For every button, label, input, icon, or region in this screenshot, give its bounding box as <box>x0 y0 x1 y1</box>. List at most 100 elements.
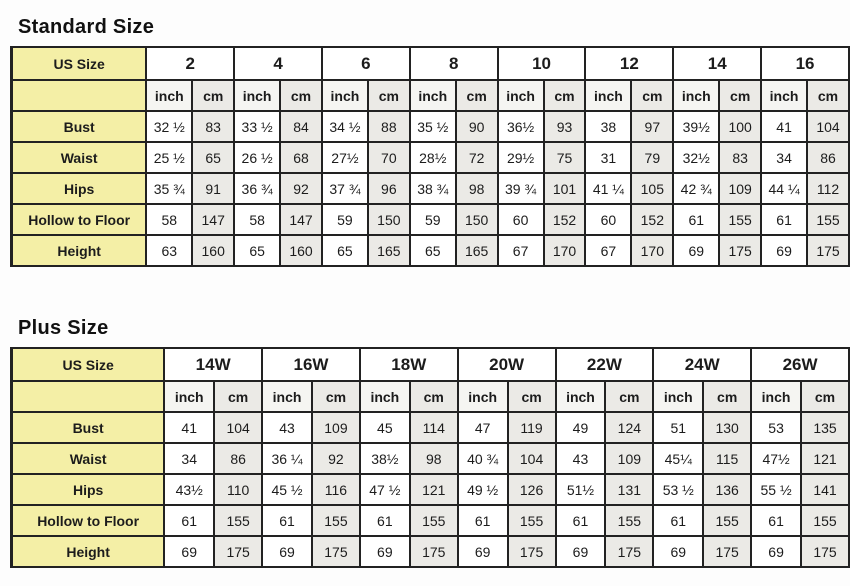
value-cell-cm: 88 <box>367 110 411 143</box>
unit-header-inch: inch <box>750 380 803 413</box>
size-column-header: 20W <box>456 347 557 382</box>
value-cell-cm: 147 <box>191 203 236 236</box>
size-chart-page: Standard Size US Size 2 4 6 8 10 12 14 16 inch cm i… <box>10 16 850 568</box>
value-cell-inch: 67 <box>496 234 545 267</box>
value-cell-cm: 104 <box>213 411 264 444</box>
value-cell-inch: 25 ½ <box>145 141 194 174</box>
value-cell-inch: 60 <box>496 203 545 236</box>
measurement-row: Hips 43½ 110 45 ½ 116 47 ½ 121 49 ½ 126 51½ 131 53 … <box>10 473 850 506</box>
measurement-row-label: Hips <box>10 473 166 506</box>
value-cell-inch: 51 <box>652 411 705 444</box>
size-column-header: 22W <box>554 347 655 382</box>
unit-header-inch: inch <box>760 79 809 112</box>
unit-header-cm: cm <box>311 380 361 413</box>
standard-size-section: Standard Size US Size 2 4 6 8 10 12 14 16 inch cm i… <box>10 16 850 267</box>
unit-header-cm: cm <box>543 79 587 112</box>
value-cell-inch: 61 <box>358 504 411 537</box>
value-cell-inch: 59 <box>320 203 369 236</box>
value-cell-inch: 45 ½ <box>261 473 313 506</box>
value-cell-inch: 47 ½ <box>358 473 411 506</box>
size-column-header: 16 <box>760 46 850 81</box>
value-cell-inch: 65 <box>408 234 457 267</box>
unit-header-cm: cm <box>718 79 763 112</box>
size-column-header: 24W <box>652 347 753 382</box>
unit-header-cm: cm <box>806 79 850 112</box>
value-cell-inch: 31 <box>584 141 633 174</box>
value-cell-inch: 37 ¾ <box>320 172 369 205</box>
value-cell-inch: 34 <box>760 141 809 174</box>
value-cell-inch: 61 <box>750 504 803 537</box>
value-cell-cm: 131 <box>604 473 655 506</box>
size-header-row: US Size 2 4 6 8 10 12 14 16 <box>10 46 850 81</box>
value-cell-inch: 45 <box>358 411 411 444</box>
value-cell-inch: 32 ½ <box>145 110 194 143</box>
value-cell-cm: 121 <box>409 473 459 506</box>
value-cell-inch: 38½ <box>358 442 411 475</box>
value-cell-inch: 28½ <box>408 141 457 174</box>
size-column-header: 18W <box>358 347 459 382</box>
value-cell-inch: 29½ <box>496 141 545 174</box>
value-cell-cm: 155 <box>311 504 361 537</box>
value-cell-inch: 67 <box>584 234 633 267</box>
value-cell-cm: 92 <box>311 442 361 475</box>
value-cell-inch: 35 ½ <box>408 110 457 143</box>
unit-header-inch: inch <box>672 79 721 112</box>
value-cell-cm: 75 <box>543 141 587 174</box>
value-cell-cm: 150 <box>455 203 499 236</box>
value-cell-cm: 112 <box>806 172 850 205</box>
unit-header-cm: cm <box>630 79 675 112</box>
value-cell-inch: 33 ½ <box>233 110 282 143</box>
value-cell-cm: 155 <box>409 504 459 537</box>
unit-header-inch: inch <box>145 79 194 112</box>
value-cell-cm: 83 <box>191 110 236 143</box>
value-cell-inch: 61 <box>456 504 509 537</box>
value-cell-inch: 38 <box>584 110 633 143</box>
unit-header-cm: cm <box>367 79 411 112</box>
value-cell-cm: 72 <box>455 141 499 174</box>
value-cell-cm: 119 <box>507 411 557 444</box>
value-cell-cm: 155 <box>806 203 850 236</box>
value-cell-cm: 155 <box>800 504 850 537</box>
value-cell-inch: 69 <box>261 535 313 568</box>
value-cell-cm: 105 <box>630 172 675 205</box>
value-cell-cm: 83 <box>718 141 763 174</box>
unit-header-inch: inch <box>496 79 545 112</box>
value-cell-cm: 170 <box>630 234 675 267</box>
value-cell-cm: 124 <box>604 411 655 444</box>
us-size-corner-label: US Size <box>10 46 148 81</box>
value-cell-inch: 39½ <box>672 110 721 143</box>
value-cell-cm: 109 <box>604 442 655 475</box>
value-cell-inch: 51½ <box>554 473 607 506</box>
value-cell-inch: 60 <box>584 203 633 236</box>
value-cell-cm: 114 <box>409 411 459 444</box>
value-cell-cm: 130 <box>702 411 753 444</box>
measurement-row-label: Height <box>10 234 148 267</box>
value-cell-inch: 47½ <box>750 442 803 475</box>
unit-header-cm: cm <box>455 79 499 112</box>
standard-size-title: Standard Size <box>18 16 155 38</box>
value-cell-inch: 61 <box>554 504 607 537</box>
value-cell-inch: 42 ¾ <box>672 172 721 205</box>
value-cell-inch: 65 <box>233 234 282 267</box>
value-cell-cm: 155 <box>213 504 264 537</box>
us-size-corner-label: US Size <box>10 347 166 382</box>
value-cell-cm: 93 <box>543 110 587 143</box>
value-cell-cm: 175 <box>718 234 763 267</box>
value-cell-cm: 160 <box>279 234 323 267</box>
value-cell-cm: 79 <box>630 141 675 174</box>
value-cell-inch: 32½ <box>672 141 721 174</box>
value-cell-cm: 84 <box>279 110 323 143</box>
value-cell-cm: 109 <box>718 172 763 205</box>
measurement-row-label: Waist <box>10 442 166 475</box>
value-cell-inch: 65 <box>320 234 369 267</box>
value-cell-cm: 98 <box>455 172 499 205</box>
value-cell-cm: 150 <box>367 203 411 236</box>
unit-header-inch: inch <box>233 79 282 112</box>
unit-header-inch: inch <box>584 79 633 112</box>
value-cell-inch: 27½ <box>320 141 369 174</box>
value-cell-inch: 58 <box>145 203 194 236</box>
measurement-row: Height 63 160 65 160 65 165 65 165 67 170 67 170 69 17… <box>10 234 850 267</box>
measurement-row-label: Hips <box>10 172 148 205</box>
value-cell-cm: 90 <box>455 110 499 143</box>
value-cell-cm: 175 <box>806 234 850 267</box>
